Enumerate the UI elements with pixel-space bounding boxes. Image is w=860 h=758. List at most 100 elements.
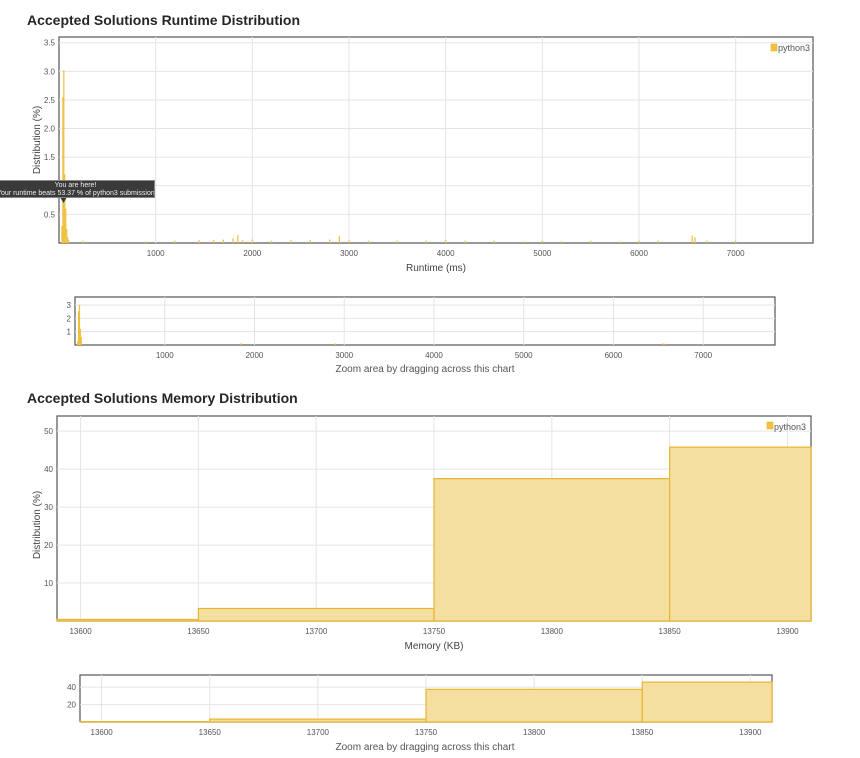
runtime-bar[interactable] <box>65 208 67 243</box>
memory-y-tick-label: 10 <box>44 579 53 588</box>
runtime-zoom-bar[interactable] <box>240 343 242 345</box>
runtime-bar[interactable] <box>174 240 176 243</box>
memory-zoom-x-tick-label: 13850 <box>631 728 654 737</box>
runtime-zoom-bar[interactable] <box>334 343 336 345</box>
runtime-bar[interactable] <box>541 240 543 243</box>
runtime-y-tick-label: 2.5 <box>44 96 56 105</box>
runtime-x-tick-label: 1000 <box>147 249 165 258</box>
runtime-legend-swatch <box>770 43 778 52</box>
runtime-x-tick-label: 2000 <box>243 249 261 258</box>
runtime-bar[interactable] <box>590 240 592 243</box>
memory-area-segment[interactable] <box>433 478 671 622</box>
runtime-bar[interactable] <box>309 240 311 243</box>
runtime-bar[interactable] <box>237 234 239 243</box>
runtime-zoom-y-tick-label: 1 <box>67 328 72 337</box>
runtime-zoom-x-tick-label: 5000 <box>515 351 533 360</box>
runtime-bar[interactable] <box>63 70 65 243</box>
runtime-bar[interactable] <box>367 240 369 243</box>
runtime-zoom-y-tick-label: 3 <box>67 301 72 310</box>
runtime-bar[interactable] <box>64 174 66 243</box>
runtime-bar[interactable] <box>657 240 659 243</box>
memory-x-tick-label: 13650 <box>187 627 210 636</box>
runtime-bar[interactable] <box>348 240 350 243</box>
runtime-bar[interactable] <box>251 239 253 243</box>
memory-y-tick-label: 30 <box>44 503 53 512</box>
memory-zoom-x-tick-label: 13600 <box>91 728 114 737</box>
runtime-bar[interactable] <box>425 240 427 243</box>
runtime-zoom-y-tick-label: 2 <box>67 314 72 323</box>
memory-y-tick-label: 40 <box>44 465 53 474</box>
runtime-bar[interactable] <box>198 240 200 243</box>
runtime-bar[interactable] <box>522 241 524 243</box>
runtime-bar[interactable] <box>691 235 693 243</box>
tooltip-line-2: Your runtime beats 53.37 % of python3 su… <box>0 190 155 197</box>
runtime-x-axis-label: Runtime (ms) <box>406 263 466 274</box>
runtime-bar[interactable] <box>329 239 331 243</box>
memory-area-segment[interactable] <box>197 607 435 622</box>
memory-area-segment[interactable] <box>56 618 199 622</box>
memory-y-axis-label: Distribution (%) <box>32 491 43 559</box>
memory-zoom-area-segment[interactable] <box>425 688 643 723</box>
runtime-zoom-bar[interactable] <box>80 337 82 345</box>
runtime-bar[interactable] <box>82 240 84 243</box>
runtime-legend-label[interactable]: python3 <box>778 43 810 53</box>
memory-zoom-y-tick-label: 40 <box>67 683 76 692</box>
you-are-here-tooltip: You are here! Your runtime beats 53.37 %… <box>0 180 155 198</box>
runtime-x-tick-label: 7000 <box>727 249 745 258</box>
runtime-zoom-navigator[interactable]: 1000 2000 3000 4000 5000 6000 7000 1 2 3 Zoom are… <box>67 296 776 375</box>
runtime-bar[interactable] <box>561 241 563 243</box>
runtime-bar[interactable] <box>619 241 621 243</box>
memory-zoom-navigator[interactable]: 13600 13650 13700 13750 13800 13850 139002040 … <box>67 674 773 753</box>
memory-x-tick-label: 13850 <box>659 627 682 636</box>
runtime-zoom-frame[interactable] <box>74 296 776 346</box>
runtime-x-tick-label: 4000 <box>437 249 455 258</box>
memory-x-tick-label: 13800 <box>541 627 564 636</box>
memory-zoom-area-segment[interactable] <box>641 681 773 723</box>
runtime-x-tick-label: 5000 <box>533 249 551 258</box>
runtime-bar[interactable] <box>61 225 63 243</box>
runtime-bar[interactable] <box>232 238 234 243</box>
runtime-chart-frame <box>58 36 814 244</box>
runtime-bar[interactable] <box>67 237 69 243</box>
memory-zoom-x-tick-label: 13650 <box>199 728 222 737</box>
runtime-x-tick-label: 3000 <box>340 249 358 258</box>
runtime-bar[interactable] <box>242 240 244 243</box>
runtime-zoom-bar[interactable] <box>78 304 81 345</box>
runtime-zoom-hint: Zoom area by dragging across this chart <box>336 364 515 375</box>
runtime-zoom-bar[interactable] <box>77 311 80 345</box>
memory-x-axis-label: Memory (KB) <box>405 641 464 652</box>
runtime-zoom-x-tick-label: 1000 <box>156 351 174 360</box>
runtime-bar[interactable] <box>66 228 68 243</box>
runtime-y-axis-label: Distribution (%) <box>32 106 43 174</box>
runtime-bar[interactable] <box>396 240 398 243</box>
runtime-bar[interactable] <box>638 240 640 243</box>
runtime-bar[interactable] <box>445 240 447 243</box>
runtime-bar[interactable] <box>145 241 147 243</box>
runtime-bar[interactable] <box>222 239 224 243</box>
runtime-zoom-bar[interactable] <box>77 341 79 345</box>
runtime-bar[interactable] <box>213 240 215 243</box>
runtime-bar[interactable] <box>62 97 64 243</box>
runtime-chart[interactable]: 10002000300040005000600070000.51.01.52.0… <box>32 36 814 274</box>
runtime-bar[interactable] <box>338 236 340 243</box>
runtime-bar[interactable] <box>290 240 292 243</box>
memory-chart[interactable]: 13600 13650 13700 13750 13800 13850 13900 10 20 3… <box>32 415 812 652</box>
runtime-bar[interactable] <box>271 240 273 243</box>
memory-zoom-x-tick-label: 13700 <box>307 728 330 737</box>
runtime-zoom-bar[interactable] <box>79 329 81 345</box>
runtime-zoom-bar[interactable] <box>662 343 664 345</box>
runtime-zoom-x-tick-label: 2000 <box>246 351 264 360</box>
runtime-bar[interactable] <box>68 240 70 243</box>
runtime-zoom-bar[interactable] <box>664 343 667 345</box>
memory-area-segment[interactable] <box>669 446 812 622</box>
runtime-bar[interactable] <box>706 240 708 243</box>
runtime-zoom-x-tick-label: 4000 <box>425 351 443 360</box>
runtime-bar[interactable] <box>464 240 466 243</box>
runtime-bar[interactable] <box>735 240 737 243</box>
memory-zoom-y-tick-label: 20 <box>67 701 76 710</box>
memory-zoom-area-segment[interactable] <box>209 718 427 723</box>
runtime-bar[interactable] <box>694 237 696 243</box>
memory-legend-label[interactable]: python3 <box>774 422 806 432</box>
runtime-bar[interactable] <box>493 240 495 243</box>
